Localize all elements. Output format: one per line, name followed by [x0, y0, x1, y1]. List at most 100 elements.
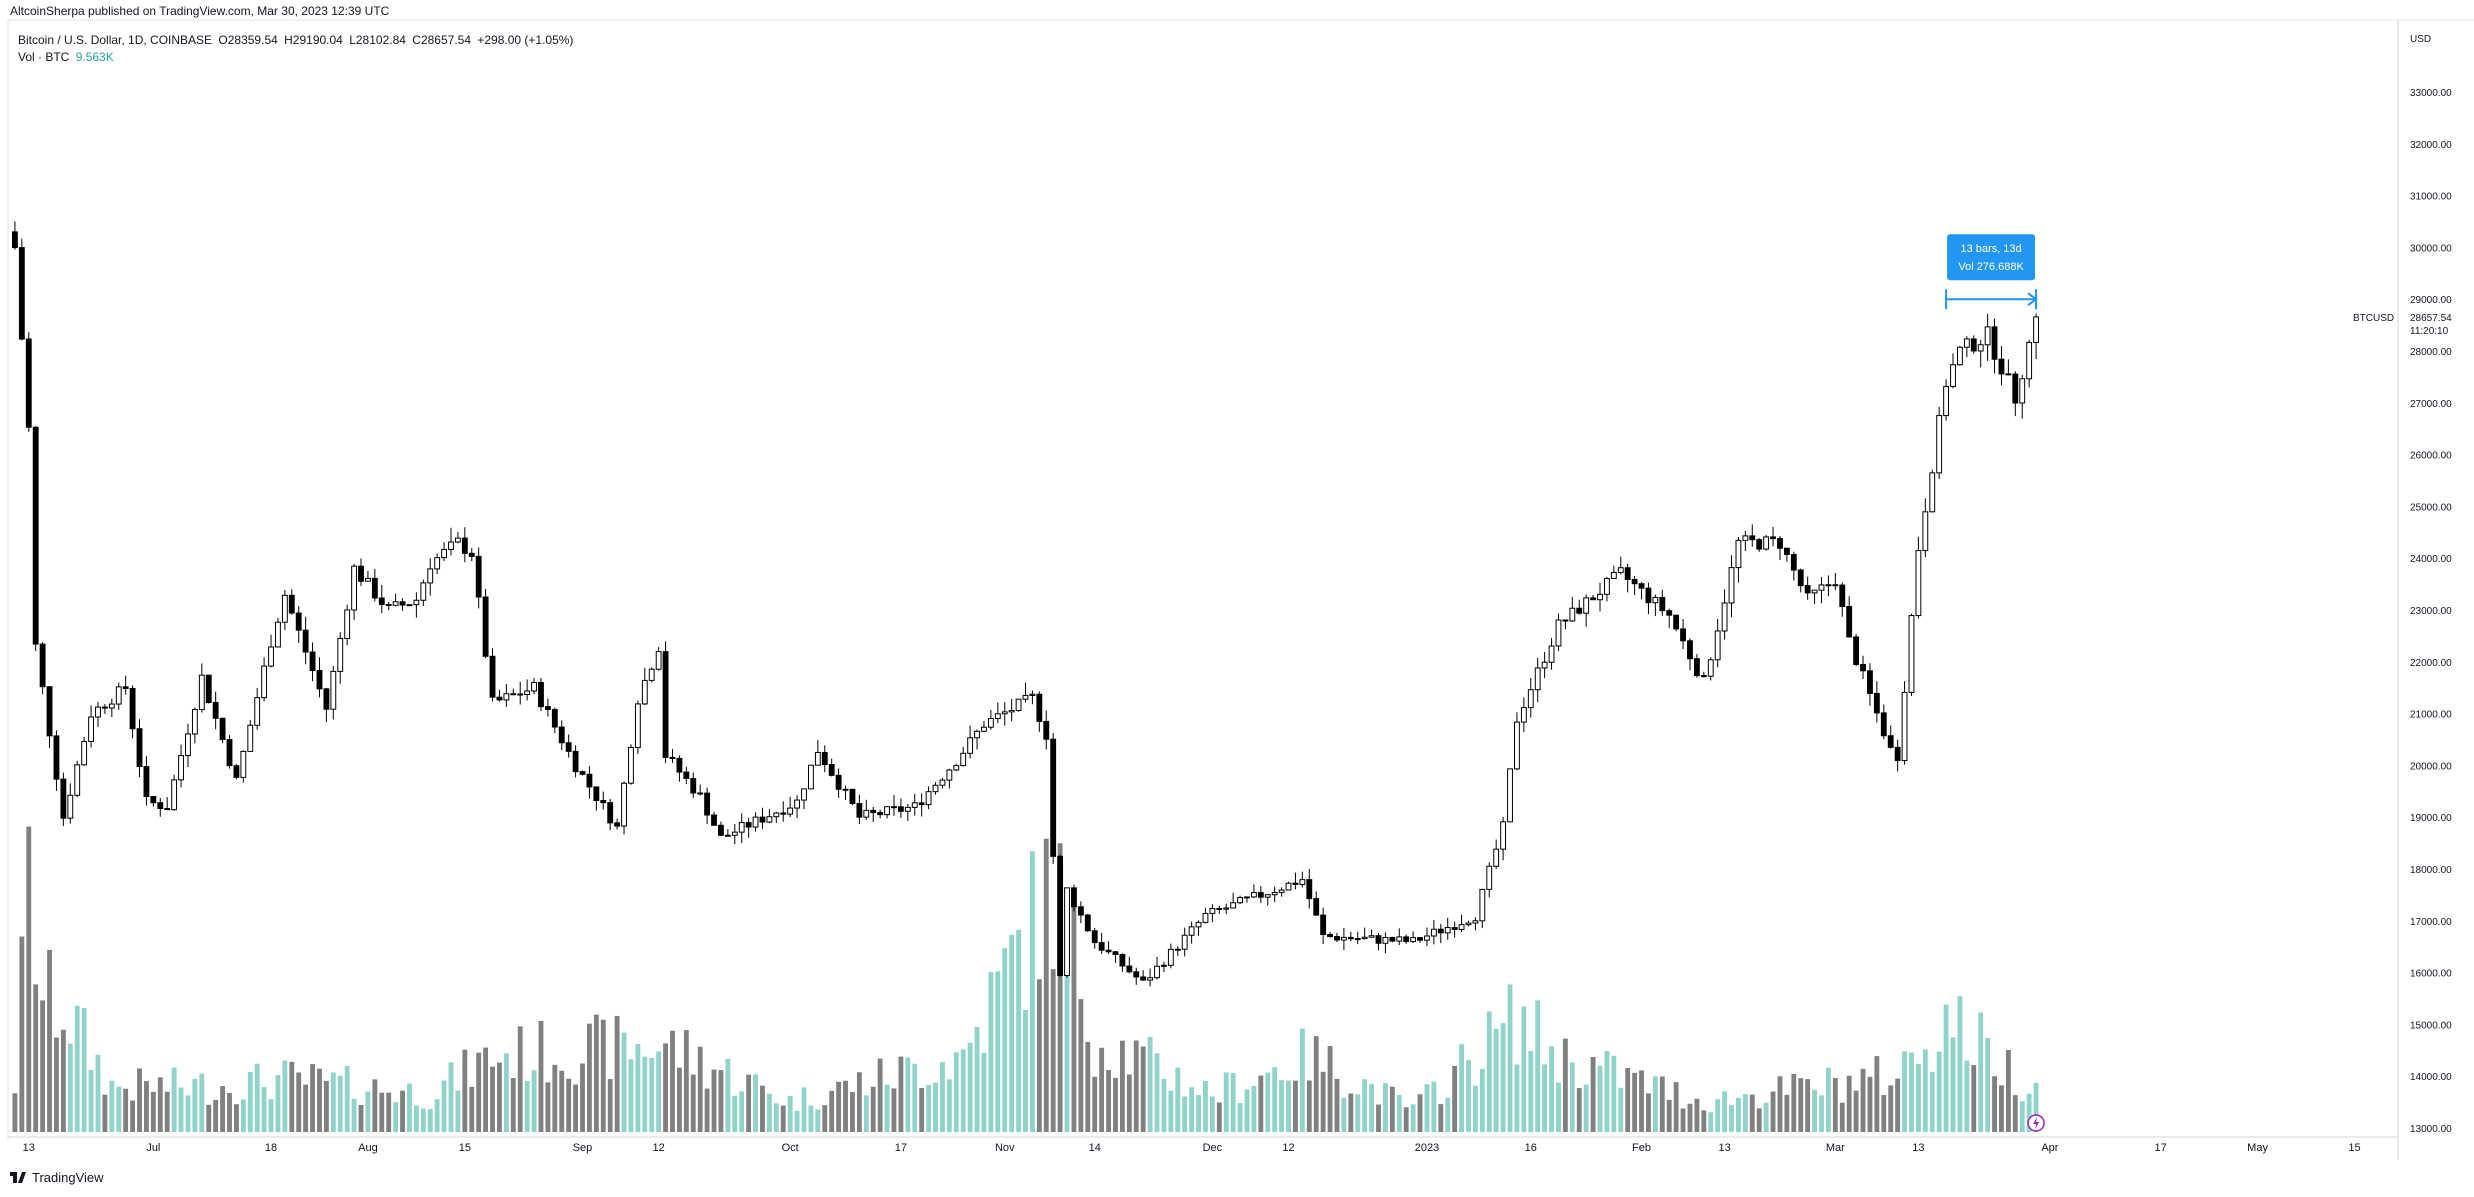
volume-bar [1895, 1078, 1901, 1132]
tradingview-logo[interactable]: TradingView [10, 1170, 104, 1185]
candle-body [953, 765, 960, 771]
volume-bar [330, 1072, 336, 1132]
candle-body [1617, 567, 1624, 573]
volume-bar [206, 1104, 212, 1132]
candle-body [1735, 539, 1742, 569]
candle-body [1022, 694, 1029, 700]
candle-body [579, 771, 586, 775]
volume-bar [254, 1063, 260, 1132]
volume-bar [192, 1078, 198, 1132]
ohlc-high: H29190.04 [284, 33, 343, 47]
candle-body [1527, 689, 1534, 709]
candle-body [157, 802, 164, 810]
candle-body [1174, 948, 1181, 951]
volume-bar [1313, 1036, 1319, 1132]
volume-bar [1556, 1082, 1561, 1132]
volume-bar [455, 1090, 461, 1132]
candle-body [683, 771, 690, 779]
volume-legend[interactable]: Vol · BTC 9.563K [18, 50, 117, 64]
volume-bar [676, 1067, 682, 1132]
volume-bar [2033, 1082, 2039, 1132]
candle-body [1520, 707, 1527, 723]
candle-body [295, 612, 302, 631]
volume-bar [164, 1091, 170, 1132]
volume-bar [1389, 1086, 1395, 1132]
candle-body [2012, 373, 2019, 404]
volume-bar [2019, 1101, 2025, 1132]
volume-bar [303, 1084, 309, 1132]
volume-bar [766, 1093, 772, 1132]
volume-bar [1223, 1072, 1229, 1132]
volume-bar [137, 1068, 142, 1132]
candle-body [1659, 596, 1666, 612]
y-tick-label: 21000.00 [2410, 710, 2452, 721]
volume-bar [801, 1087, 807, 1132]
volume-bar [1742, 1094, 1748, 1132]
candle-body [1410, 937, 1417, 943]
candle-body [662, 651, 669, 758]
candle-body [1562, 619, 1569, 622]
candle-body [1534, 667, 1541, 691]
candle-body [558, 726, 565, 744]
volume-bar [220, 1086, 225, 1132]
candle-body [60, 778, 67, 819]
y-tick-label: 28000.00 [2410, 347, 2452, 358]
volume-bar [1936, 1051, 1942, 1132]
y-tick-label: 29000.00 [2410, 295, 2452, 306]
volume-bar [483, 1047, 489, 1132]
candle-body [503, 693, 510, 701]
volume-bar [1182, 1096, 1188, 1132]
candle-body [461, 537, 468, 554]
volume-bar [1196, 1095, 1201, 1132]
volume-bar [1147, 1036, 1153, 1132]
candle-body [1396, 936, 1403, 942]
candle-body [1687, 640, 1693, 660]
candle-body [932, 784, 939, 793]
y-tick-label: 31000.00 [2410, 192, 2452, 203]
volume-bar [1639, 1070, 1644, 1132]
volume-bar [1715, 1099, 1721, 1132]
volume-bar [420, 1108, 426, 1132]
volume-bar [1542, 1064, 1548, 1132]
measure-label-box [1947, 234, 2036, 281]
volume-bar [12, 1093, 18, 1132]
candle-body [1963, 338, 1970, 348]
volume-bar [884, 1084, 890, 1132]
volume-bar [1106, 1070, 1111, 1132]
candle-body [1514, 721, 1520, 770]
measure-label-bars: 13 bars, 13d [1961, 243, 2022, 255]
volume-bar [393, 1102, 399, 1132]
volume-bar [981, 1053, 987, 1132]
volume-bar [870, 1086, 876, 1132]
candle-body [1603, 578, 1610, 595]
candle-body [1340, 936, 1347, 941]
candle-body [1977, 344, 1984, 352]
candle-body [115, 686, 122, 705]
candle-body [891, 806, 897, 809]
volume-bar [1064, 901, 1070, 1132]
candle-body [1029, 693, 1036, 696]
candle-body [1700, 675, 1707, 678]
volume-bar [1293, 1080, 1298, 1132]
x-tick-label: 14 [1089, 1142, 1101, 1154]
volume-bar [275, 1075, 281, 1132]
candle-body [835, 774, 842, 790]
volume-bar [1099, 1047, 1105, 1132]
volume-bar [919, 1088, 925, 1132]
volume-bar [1957, 996, 1963, 1132]
candle-body [801, 788, 807, 801]
candle-body [863, 809, 870, 818]
volume-bar [725, 1058, 731, 1132]
volume-bar [1611, 1055, 1617, 1132]
symbol-legend[interactable]: Bitcoin / U.S. Dollar, 1D, COINBASE O283… [18, 33, 576, 47]
volume-bar [123, 1088, 129, 1132]
volume-bar [635, 1044, 641, 1132]
candle-body [11, 231, 18, 249]
volume-bar [358, 1104, 364, 1132]
volume-bar [178, 1087, 184, 1132]
candle-body [911, 802, 918, 808]
volume-bar [1853, 1090, 1859, 1132]
volume-bar [490, 1066, 495, 1132]
volume-bar [953, 1052, 959, 1132]
